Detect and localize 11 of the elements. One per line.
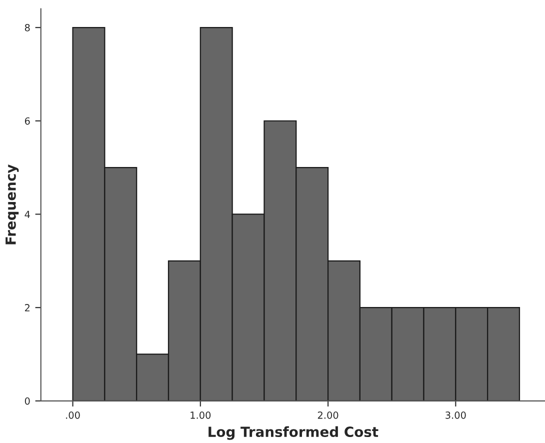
y-tick-label: 8 [24, 24, 30, 32]
y-tick-label: 6 [24, 117, 30, 125]
y-axis-title: Frequency [6, 164, 19, 244]
x-tick-label: 3.00 [446, 412, 466, 419]
x-tick-label: .00 [66, 412, 80, 419]
x-axis-title: Log Transformed Cost [208, 426, 378, 440]
y-tick-label: 4 [24, 210, 30, 218]
y-tick-label: 2 [24, 304, 30, 312]
x-tick-label: 1.00 [190, 412, 211, 419]
x-tick-label: 2.00 [318, 412, 338, 419]
y-tick-label: 0 [24, 397, 30, 405]
